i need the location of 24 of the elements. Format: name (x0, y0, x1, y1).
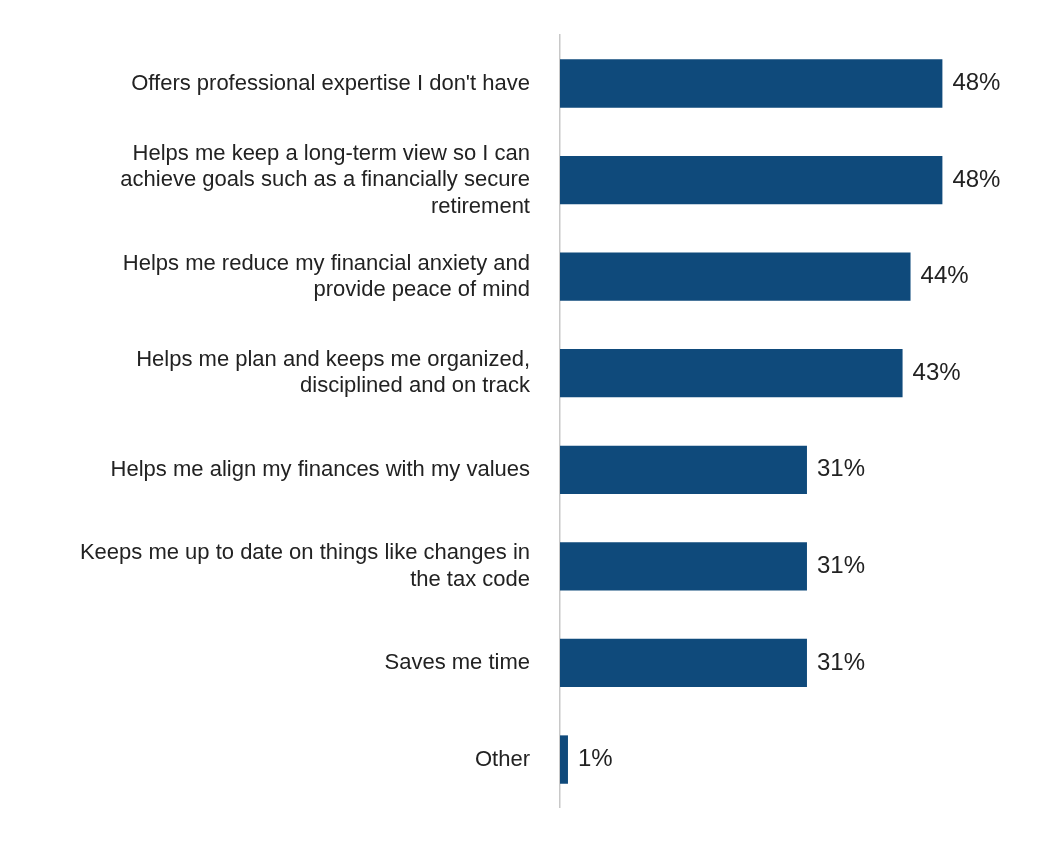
data-label: 48% (952, 164, 1001, 192)
bar (560, 638, 807, 688)
bar (560, 252, 911, 301)
bar (560, 349, 903, 398)
bar (560, 735, 568, 784)
data-label: 31% (816, 647, 866, 675)
bar (560, 155, 943, 205)
bar (560, 542, 807, 591)
y-tick-label: Helps me keep a long-term view so I can achieve goals such as a financially secure retirement (120, 139, 530, 218)
data-label: 43% (912, 357, 961, 385)
y-tick-label: Helps me reduce my financial anxiety and provide peace of mind (122, 249, 530, 301)
y-tick-label: Helps me align my finances with my values (110, 455, 530, 481)
bar (560, 445, 807, 494)
data-label: 31% (816, 454, 866, 482)
data-label: 48% (952, 68, 1001, 96)
y-tick-label: Keeps me up to date on things like changes in the tax code (79, 539, 530, 591)
y-tick-label: Other (474, 745, 530, 771)
y-tick-label: Helps me plan and keeps me organized, disciplined and on track (136, 346, 531, 398)
data-label: 31% (816, 550, 866, 578)
y-tick-label: Saves me time (384, 649, 530, 674)
data-label: 1% (577, 744, 613, 772)
bar (560, 59, 943, 108)
data-label: 44% (920, 261, 969, 289)
y-tick-label: Offers professional expertise I don't have (131, 69, 530, 95)
